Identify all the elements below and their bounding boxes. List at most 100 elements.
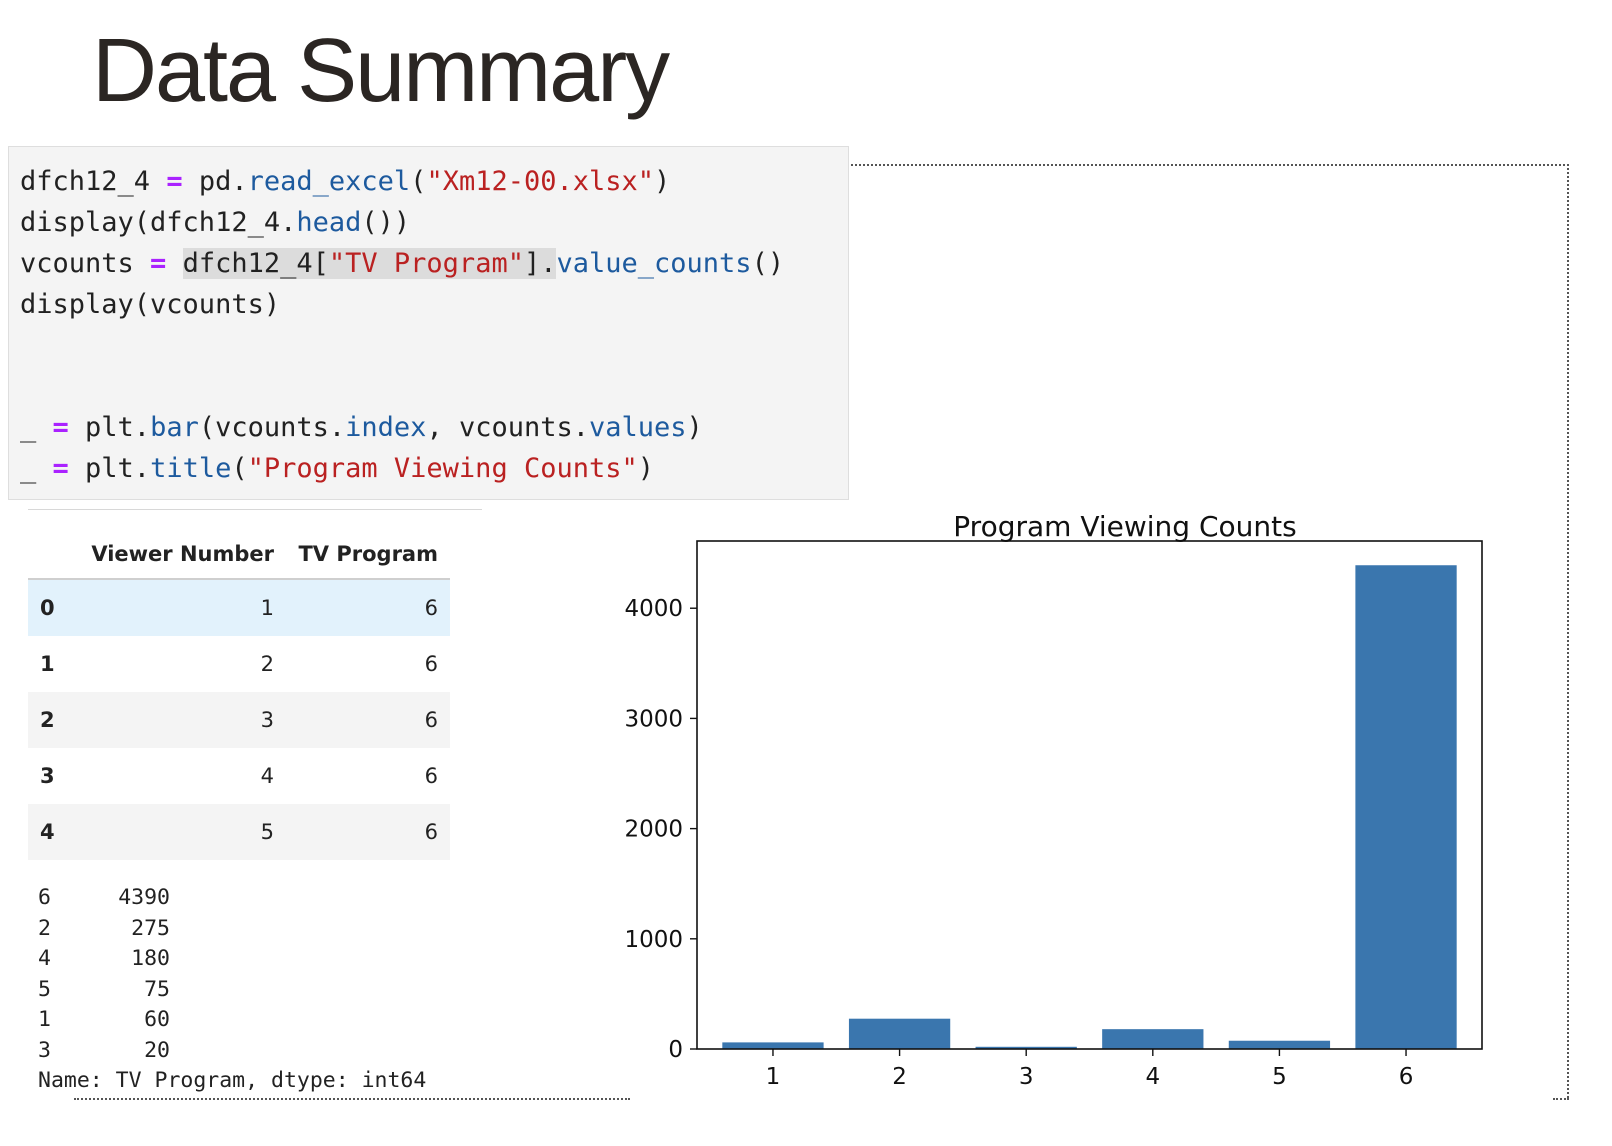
series-footer: Name: TV Program, dtype: int64 [38,1068,427,1093]
table-row[interactable]: 0 1 6 [28,579,450,636]
code-token: = [166,166,183,197]
code-line[interactable] [20,325,848,366]
code-token: , vcounts. [426,412,589,443]
code-token: "Xm12-00.xlsx" [426,166,655,197]
code-line[interactable]: display(vcounts) [20,284,848,325]
table-row[interactable]: 2 3 6 [28,692,450,748]
code-token: = [52,453,69,484]
tv-program-cell: 6 [424,764,438,788]
code-token: ()) [361,207,411,238]
bar-2 [848,1018,951,1049]
code-token: ) [654,166,671,197]
series-value: 20 [144,1037,170,1063]
output-divider-right [1553,1098,1569,1100]
viewer-number-cell: 2 [260,652,274,676]
table-row[interactable]: 3 4 6 [28,748,450,804]
code-token: ) [686,412,703,443]
series-index: 5 [38,976,51,1002]
row-index: 3 [40,764,55,788]
code-token: "Program Viewing Counts" [247,453,638,484]
code-line[interactable]: display(dfch12_4.head()) [20,202,848,243]
x-tick-label: 4 [1145,1064,1160,1090]
code-token: title [150,453,232,484]
code-token: ) [637,453,655,484]
viewer-number-cell: 3 [260,708,274,732]
series-value: 75 [144,976,170,1002]
code-line[interactable]: _ = plt.title("Program Viewing Counts") [20,448,848,489]
series-row: 4 180 [38,944,426,975]
row-index: 0 [40,596,55,620]
code-token: = [52,412,69,443]
viewer-number-cell: 1 [260,596,274,620]
tv-program-cell: 6 [424,708,438,732]
column-header-viewer-number: Viewer Number [84,530,274,580]
series-value: 180 [131,946,170,971]
series-row: 1 60 [38,1005,426,1036]
output-divider [74,1098,630,1100]
code-token: = [150,248,167,279]
code-token: "TV Program" [328,248,524,279]
code-line[interactable] [20,366,848,407]
series-row: 3 20 [38,1036,426,1067]
x-tick-label: 1 [766,1064,781,1090]
table-row[interactable]: 4 5 6 [28,804,450,860]
series-value: 4390 [118,885,170,910]
code-token: index [345,412,427,443]
code-token: () [751,248,785,279]
tv-program-cell: 6 [424,820,438,844]
column-header-tv-program: TV Program [274,530,450,580]
bar-chart: Program Viewing Counts 0 1000 2000 3000 4000… [624,510,1483,1090]
code-line[interactable]: dfch12_4 = pd.read_excel("Xm12-00.xlsx") [20,161,848,202]
output-top-rule [28,509,482,510]
x-tick-label: 5 [1272,1064,1287,1090]
tv-program-cell: 6 [424,596,438,620]
code-token: display(vcounts) [20,289,281,320]
code-line[interactable]: _ = plt.bar(vcounts.index, vcounts.value… [20,407,848,448]
slide-title: Data Summary [92,21,670,121]
y-tick-label: 0 [668,1037,683,1063]
value-counts-output: 6 4390 2 275 4 180 5 75 1 60 3 20 Name: TV Pro… [38,883,426,1097]
row-index: 4 [40,820,55,844]
viewer-number-cell: 5 [260,820,274,844]
code-token: read_excel [247,166,411,197]
code-line[interactable]: vcounts = dfch12_4["TV Program"].value_c… [20,243,848,284]
code-token: head [296,207,362,238]
code-token: vcounts [20,248,151,279]
index-header [28,530,84,580]
code-token: plt. [68,412,151,443]
series-value: 275 [131,915,170,941]
code-token: display(dfch12_4. [20,207,297,238]
dataframe-table: Viewer Number TV Program 0 1 6 1 2 6 2 3… [28,530,450,860]
series-index: 2 [38,915,51,941]
bar-5 [1228,1040,1331,1049]
output-frame [851,164,1569,1098]
code-token: value_counts [556,248,752,279]
y-tick-label: 4000 [624,596,683,622]
code-token: _ [20,453,53,484]
x-tick-label: 2 [892,1064,907,1090]
row-index: 2 [40,708,55,732]
bar-4 [1102,1029,1204,1049]
row-index: 1 [40,652,55,676]
table-header-row: Viewer Number TV Program [28,530,450,580]
code-token [166,248,182,279]
series-index: 1 [38,1007,51,1032]
series-value: 60 [144,1007,170,1032]
code-token: values [589,412,687,443]
chart-title: Program Viewing Counts [953,510,1296,543]
code-token: ]. [523,248,557,279]
series-row: 5 75 [38,975,426,1006]
table-row[interactable]: 1 2 6 [28,636,450,692]
y-tick-label: 1000 [624,927,683,953]
bar-6 [1355,565,1457,1049]
bar-1 [722,1042,824,1049]
code-token: dfch12_4 [20,166,167,197]
series-index: 4 [38,946,51,971]
code-cell[interactable]: dfch12_4 = pd.read_excel("Xm12-00.xlsx")… [8,146,849,500]
code-token: pd. [182,166,248,197]
x-tick-label: 6 [1399,1064,1414,1090]
plot-frame [696,540,1483,1050]
code-token: (vcounts. [198,412,346,443]
code-token: dfch12_4[ [182,248,329,279]
y-tick-label: 2000 [624,817,683,843]
